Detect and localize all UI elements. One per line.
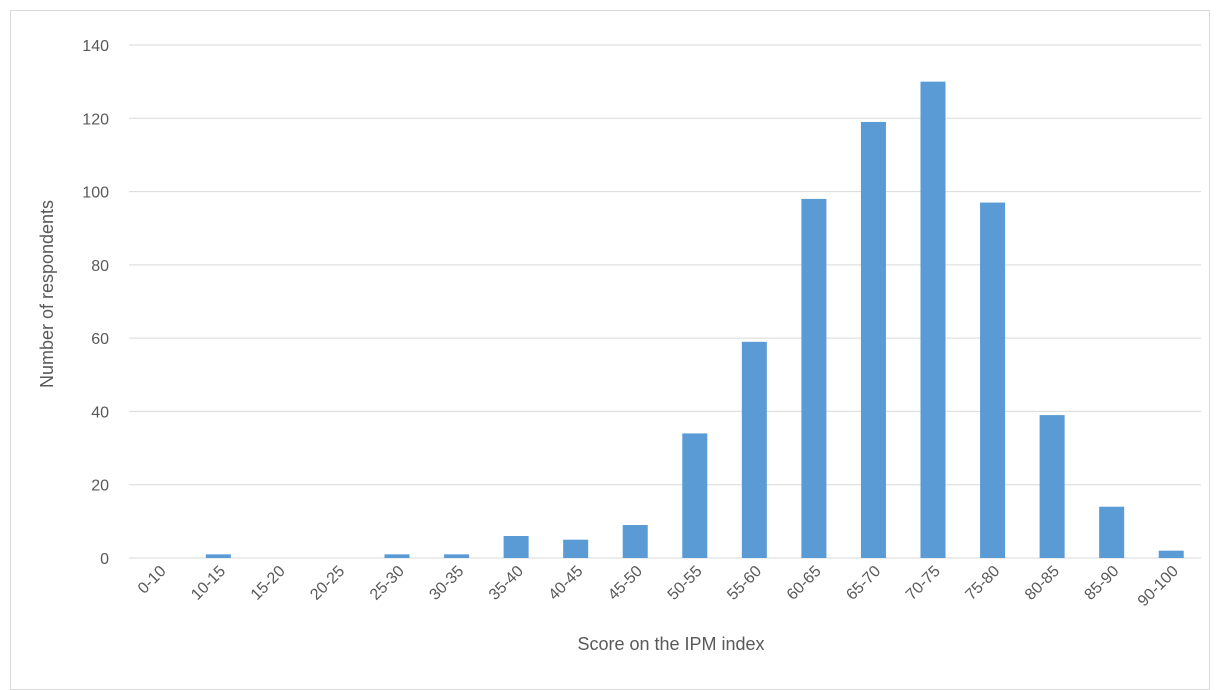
gridlines <box>129 44 1201 559</box>
bar-25-30 <box>384 554 410 558</box>
histogram-chart: 0 20 40 60 80 100 120 140 0-10 10-15 15-20 20-25 25… <box>37 38 1201 654</box>
x-tick-label: 0-10 <box>135 563 170 598</box>
bar-80-85 <box>1039 415 1065 558</box>
y-tick-label: 40 <box>91 404 109 421</box>
bar-60-65 <box>801 198 827 558</box>
x-tick-labels: 0-10 10-15 15-20 20-25 25-30 30-35 35-40 40-45 4… <box>135 563 1182 610</box>
x-tick-label: 45-50 <box>605 563 646 604</box>
chart-frame: 0 20 40 60 80 100 120 140 0-10 10-15 15-20 20-25 25… <box>10 10 1210 690</box>
x-tick-label: 20-25 <box>307 563 348 604</box>
y-tick-labels: 0 20 40 60 80 100 120 140 <box>82 38 109 568</box>
y-tick-label: 120 <box>82 111 109 128</box>
bar-90-100 <box>1158 550 1184 558</box>
x-tick-label: 60-65 <box>784 563 825 604</box>
bar-85-90 <box>1099 506 1125 558</box>
y-tick-label: 20 <box>91 478 109 495</box>
x-tick-label: 30-35 <box>426 563 467 604</box>
bar-55-60 <box>741 341 767 558</box>
y-tick-label: 0 <box>100 551 109 568</box>
x-tick-label: 50-55 <box>665 563 706 604</box>
bars <box>205 81 1184 559</box>
x-tick-label: 40-45 <box>546 563 587 604</box>
y-axis-title: Number of respondents <box>37 200 57 388</box>
bar-70-75 <box>920 81 946 559</box>
x-tick-label: 85-90 <box>1082 563 1123 604</box>
x-tick-label: 35-40 <box>486 563 527 604</box>
x-tick-label: 80-85 <box>1022 563 1063 604</box>
bar-35-40 <box>503 536 529 558</box>
bar-50-55 <box>682 433 708 558</box>
bar-10-15 <box>205 554 231 558</box>
x-tick-label: 70-75 <box>903 563 944 604</box>
x-tick-label: 10-15 <box>188 563 229 604</box>
x-tick-label: 15-20 <box>248 563 289 604</box>
x-tick-label: 90-100 <box>1135 563 1182 610</box>
bar-40-45 <box>563 539 589 558</box>
bar-75-80 <box>980 202 1006 559</box>
y-tick-label: 80 <box>91 258 109 275</box>
x-tick-label: 65-70 <box>843 563 884 604</box>
bar-45-50 <box>622 525 648 558</box>
y-tick-label: 140 <box>82 38 109 55</box>
y-tick-label: 100 <box>82 185 109 202</box>
bar-30-35 <box>444 554 470 558</box>
x-axis-title: Score on the IPM index <box>577 634 764 654</box>
y-tick-label: 60 <box>91 331 109 348</box>
bar-65-70 <box>860 121 886 558</box>
x-tick-label: 55-60 <box>724 563 765 604</box>
x-tick-label: 25-30 <box>367 563 408 604</box>
x-tick-label: 75-80 <box>962 563 1003 604</box>
